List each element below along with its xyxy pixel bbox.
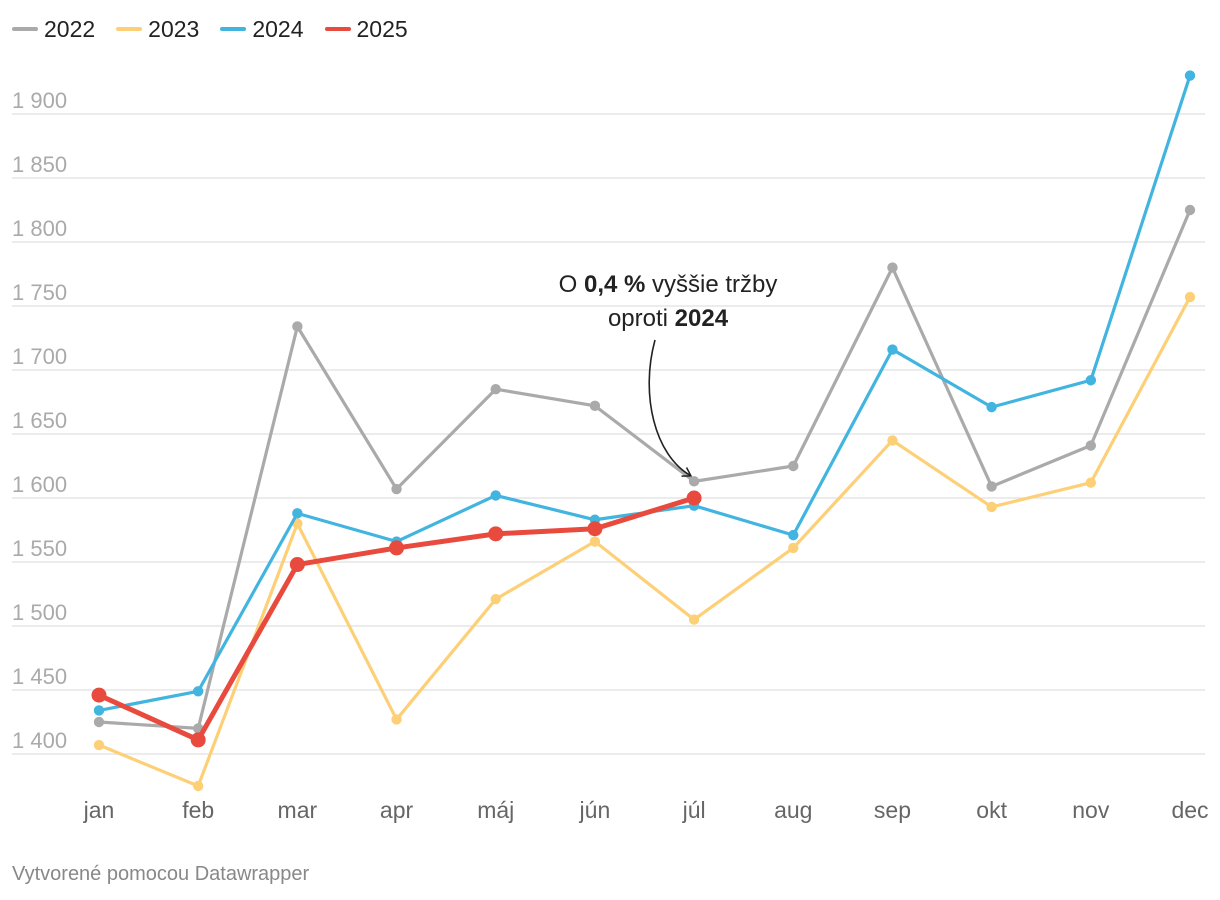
x-tick-label: mar [278,797,318,823]
data-point-2023-aug [788,542,799,554]
data-point-2025-máj [488,526,504,542]
x-tick-label: jún [579,797,611,823]
y-tick-label: 1 600 [12,472,67,497]
data-point-2022-jan [93,716,105,728]
data-point-2023-apr [391,714,402,725]
x-tick-label: sep [874,797,911,823]
legend-label: 2025 [356,15,408,42]
legend-swatch [12,27,38,31]
data-point-2022-nov [1085,440,1097,451]
data-point-2024-jan [93,705,105,716]
annotation-arrow [648,339,693,477]
y-tick-label: 1 550 [12,536,67,561]
data-point-2022-okt [986,481,997,492]
y-tick-label: 1 750 [12,280,67,305]
line-chart: 1 400 1 450 1 500 1 550 1 600 1 650 1 700 1 750… [12,70,1209,823]
data-point-2023-jún [589,536,601,547]
y-tick-label: 1 500 [12,600,67,625]
annotation-line-2: oproti 2024 [608,305,729,332]
y-tick-label: 1 850 [12,152,67,177]
x-tick-label: apr [380,797,414,823]
data-point-2022-dec [1184,204,1196,216]
data-point-2022-máj [490,384,501,395]
annotation-text: oproti [608,305,675,332]
series-line-2023 [97,295,1192,788]
data-point-2022-apr [391,483,402,495]
data-point-2024-feb [192,686,204,697]
x-tick-label: jan [83,797,115,823]
annotation: O 0,4 % vyššie tržby oproti 2024 [559,271,778,477]
data-point-2024-sep [887,344,898,355]
x-tick-label: dec [1171,797,1208,823]
x-tick-label: okt [976,797,1007,823]
y-tick-label: 1 800 [12,216,67,241]
series-line-2022 [97,208,1192,731]
data-point-2023-nov [1085,477,1097,488]
data-point-2024-aug [788,529,799,541]
data-point-2023-feb [192,780,204,792]
x-tick-label: júl [682,797,706,823]
data-point-2023-okt [986,501,997,513]
legend-item-2025: 2025 [324,15,408,43]
legend-item-2024: 2024 [220,15,304,43]
footer-credit: Vytvorené pomocou Datawrapper [12,863,310,885]
annotation-emphasis: 2024 [675,305,729,332]
x-tick-label: feb [182,797,214,823]
data-point-2024-nov [1085,375,1097,386]
annotation-text: O [559,271,584,298]
series-2025 [91,490,702,748]
y-tick-label: 1 650 [12,408,67,433]
data-point-2023-sep [887,435,898,446]
legend-swatch [324,27,351,31]
series-2024 [93,70,1196,716]
data-point-2024-máj [490,490,501,501]
annotation-line-1: O 0,4 % vyššie tržby [559,271,778,298]
series-2023 [93,291,1196,792]
y-tick-label: 1 900 [12,88,67,113]
legend-item-2023: 2023 [116,16,199,43]
data-point-2024-okt [986,401,997,413]
data-point-2024-dec [1184,70,1196,81]
data-point-2025-mar [289,557,305,573]
data-point-2025-jún [587,521,603,537]
data-point-2023-máj [490,593,501,605]
y-tick-label: 1 450 [12,664,67,689]
data-point-2022-aug [788,460,799,472]
series-line-2025 [96,495,697,743]
x-tick-label: máj [477,797,514,823]
data-point-2022-mar [292,321,303,332]
data-point-2025-apr [389,540,405,556]
y-tick-label: 1 700 [12,344,67,369]
y-tick-label: 1 400 [12,728,67,753]
annotation-text: vyššie tržby [645,271,777,298]
x-tick-label: aug [774,797,812,823]
legend-label: 2024 [252,15,304,42]
data-point-2023-dec [1184,291,1196,303]
annotation-emphasis: 0,4 % [584,271,645,298]
data-point-2025-feb [190,732,206,748]
series-2022 [93,204,1196,734]
legend-label: 2022 [44,15,96,42]
data-point-2024-mar [292,508,303,519]
data-point-2022-jún [589,400,601,412]
data-point-2025-júl [686,490,702,506]
legend-swatch [116,27,143,31]
legend-swatch [220,27,247,31]
data-point-2023-jan [93,739,105,751]
data-point-2022-sep [887,262,898,273]
data-point-2023-júl [688,614,700,625]
legend-label: 2023 [148,15,200,42]
chart-legend: 2022 2023 2024 2025 [12,14,429,44]
legend-item-2022: 2022 [12,16,95,43]
data-point-2022-júl [688,476,700,487]
x-tick-label: nov [1072,797,1110,823]
data-point-2025-jan [91,687,107,703]
